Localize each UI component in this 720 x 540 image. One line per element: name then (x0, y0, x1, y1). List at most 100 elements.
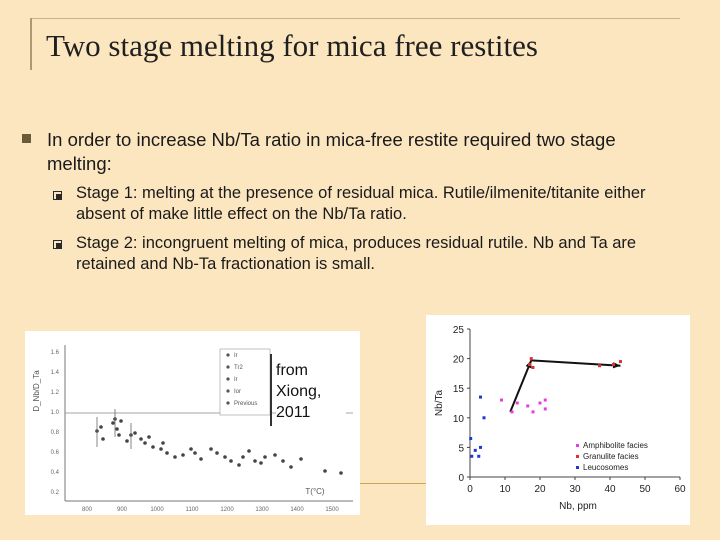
y-tick-label: 0.6 (51, 450, 60, 456)
x-axis-label: Nb, ppm (559, 501, 597, 512)
data-point (619, 360, 622, 364)
y-tick-label: 0.2 (51, 490, 60, 496)
data-point (193, 451, 197, 455)
x-tick-label: 1200 (220, 507, 234, 513)
data-point (469, 437, 473, 441)
x-tick-label: 20 (534, 484, 546, 495)
legend-marker (226, 401, 230, 405)
citation-text: from Xiong, 2011 (276, 360, 346, 423)
data-point (339, 471, 343, 475)
left-chart: 1.6 1.4 1.2 1.0 0.8 0.6 0.4 0.2 800 900 1000 1100 12… (32, 345, 374, 513)
data-point (473, 448, 477, 452)
legend-label: Ir (234, 377, 238, 383)
y-tick-label: 0.8 (51, 430, 60, 436)
legend-label: Ior (234, 389, 241, 395)
data-point (119, 419, 123, 423)
trend-arrow (531, 359, 621, 367)
data-point (159, 447, 163, 451)
data-point (531, 365, 535, 369)
x-tick-label: 1400 (290, 507, 304, 513)
left-chart-panel: 1.6 1.4 1.2 1.0 0.8 0.6 0.4 0.2 800 900 1000 1100 12… (25, 331, 374, 515)
data-point (101, 437, 105, 441)
data-point (125, 439, 129, 443)
x-tick-label: 800 (82, 507, 93, 513)
data-point (147, 435, 151, 439)
data-point (470, 454, 474, 458)
legend-marker (226, 353, 230, 357)
x-tick-label: 40 (604, 484, 616, 495)
y-tick-label: 1.4 (51, 370, 60, 376)
data-point (273, 453, 277, 457)
data-point (259, 461, 263, 465)
x-tick-label: 1300 (255, 507, 269, 513)
data-point (528, 363, 531, 367)
data-point (237, 463, 241, 467)
sub-bullet-2: Stage 2: incongruent melting of mica, pr… (76, 234, 637, 273)
main-bullet-text: In order to increase Nb/Ta ratio in mica… (47, 129, 616, 174)
x-tick-label: 900 (117, 507, 128, 513)
x-tick-label: 60 (674, 484, 686, 495)
data-point (111, 421, 115, 425)
data-point (151, 445, 155, 449)
data-point (500, 398, 503, 402)
data-point (299, 457, 303, 461)
data-point (215, 451, 219, 455)
y-tick-label: 25 (453, 325, 465, 336)
data-point (281, 459, 285, 463)
legend-label: Amphibolite facies (583, 441, 648, 450)
data-point (482, 416, 486, 420)
data-point (133, 431, 137, 435)
data-point (139, 437, 143, 441)
decorative-line (360, 483, 430, 484)
x-tick-label: 10 (499, 484, 511, 495)
data-point (263, 455, 267, 459)
citation-bar (270, 354, 272, 426)
y-tick-label: 20 (453, 355, 465, 366)
data-point (529, 357, 533, 361)
legend-marker (576, 444, 579, 447)
data-point (115, 427, 119, 431)
legend-marker (226, 389, 230, 393)
legend-marker (576, 466, 579, 469)
data-point (117, 433, 121, 437)
right-chart-panel: 0 5 10 15 20 25 0 10 20 30 40 50 60 Nb, ppm Nb/Ta Amphi… (426, 315, 690, 525)
title-accent (30, 18, 32, 70)
data-point (477, 454, 481, 458)
bullet-square-icon (22, 134, 31, 143)
slide-title: Two stage melting for mica free restites (46, 28, 538, 63)
data-point (173, 455, 177, 459)
data-point (165, 451, 169, 455)
data-point (543, 407, 547, 411)
legend-label: Previous (234, 401, 257, 407)
title-rule (30, 18, 680, 19)
data-point (598, 364, 601, 368)
x-tick-label: 50 (639, 484, 651, 495)
data-point (99, 425, 103, 429)
legend-label: Granulite facies (583, 452, 639, 461)
trend-arrow (509, 359, 533, 413)
x-axis-label: T(°C) (305, 487, 325, 496)
data-point (189, 447, 193, 451)
sub-bullet-icon (53, 240, 62, 249)
data-point (612, 363, 615, 367)
x-tick-label: 30 (569, 484, 581, 495)
data-point (229, 459, 233, 463)
y-axis-label: Nb/Ta (434, 390, 445, 417)
data-point (247, 449, 251, 453)
data-point (209, 447, 213, 451)
x-tick-label: 1100 (186, 507, 200, 513)
nb-ta-chart: 0 5 10 15 20 25 0 10 20 30 40 50 60 Nb, ppm Nb/Ta Amphi… (434, 325, 686, 512)
data-point (143, 441, 147, 445)
data-point (199, 457, 203, 461)
y-tick-label: 0 (458, 473, 464, 484)
data-point (241, 455, 245, 459)
data-point (161, 441, 165, 445)
data-point (543, 398, 547, 402)
legend-marker (226, 377, 230, 381)
y-tick-label: 1.0 (51, 410, 60, 416)
data-point (479, 395, 482, 399)
y-tick-label: 15 (453, 384, 465, 395)
x-tick-label: 0 (467, 484, 473, 495)
sub-bullet-1: Stage 1: melting at the presence of resi… (76, 184, 646, 223)
data-point (181, 453, 185, 457)
